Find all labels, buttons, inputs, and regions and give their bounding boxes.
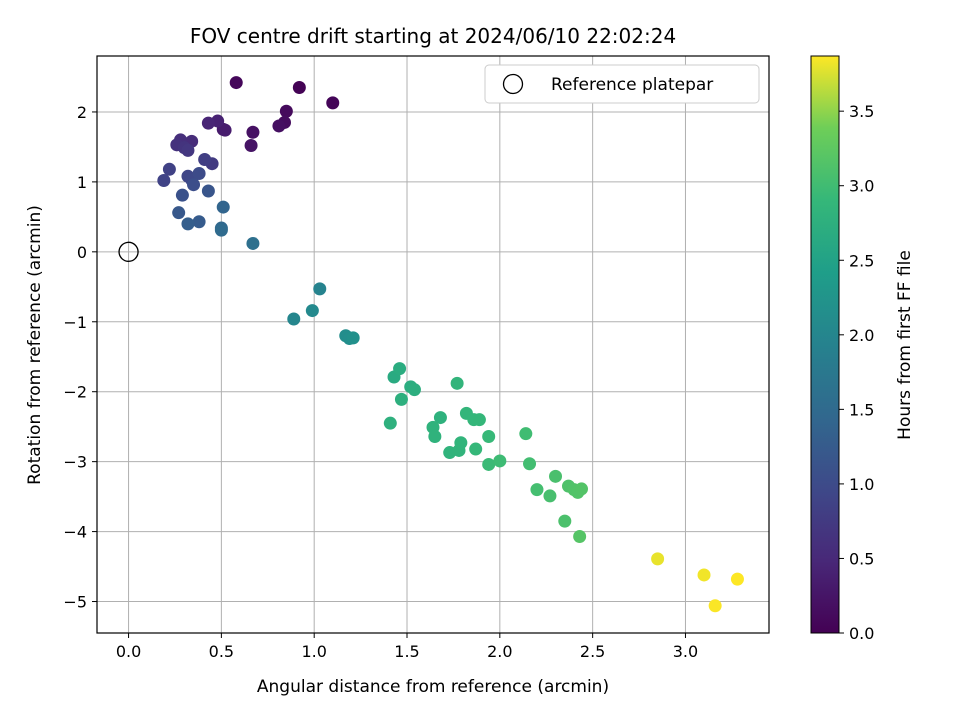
x-tick-label: 3.0	[673, 642, 698, 661]
data-point	[482, 457, 496, 471]
x-tick-label: 2.0	[487, 642, 512, 661]
data-point	[244, 139, 258, 153]
colorbar-label: Hours from first FF file	[895, 250, 915, 440]
data-point	[543, 489, 557, 503]
data-point	[201, 184, 215, 198]
y-tick-label: −3	[63, 453, 87, 472]
data-point	[730, 572, 744, 586]
chart-title: FOV centre drift starting at 2024/06/10 …	[190, 24, 676, 48]
x-tick-label: 1.5	[394, 642, 419, 661]
data-point	[175, 188, 189, 202]
data-point	[697, 568, 711, 582]
data-point	[162, 162, 176, 176]
data-point	[454, 436, 468, 450]
data-point	[313, 282, 327, 296]
data-point	[214, 223, 228, 237]
y-tick-label: −4	[63, 523, 87, 542]
data-point	[292, 80, 306, 94]
data-point	[575, 482, 589, 496]
colorbar-tick-label: 2.5	[849, 251, 874, 270]
data-point	[549, 469, 563, 483]
x-tick-label: 2.5	[580, 642, 605, 661]
y-tick-label: −1	[63, 313, 87, 332]
y-tick-label: 2	[77, 103, 87, 122]
data-point	[493, 454, 507, 468]
data-point	[708, 599, 722, 613]
data-point	[246, 236, 260, 250]
data-point	[326, 96, 340, 110]
data-point	[181, 217, 195, 231]
data-point	[305, 304, 319, 318]
colorbar-tick-label: 1.5	[849, 400, 874, 419]
data-point	[558, 514, 572, 528]
y-tick-label: −5	[63, 593, 87, 612]
colorbar-ticks: 0.0 0.5 1.0 1.5 2.0 2.5 3.0 3.5	[839, 102, 874, 643]
data-point	[519, 427, 533, 441]
data-point	[482, 429, 496, 443]
colorbar	[810, 55, 840, 634]
x-axis-label: Angular distance from reference (arcmin)	[257, 677, 609, 697]
data-point	[523, 457, 537, 471]
colorbar-tick-label: 0.0	[849, 624, 874, 643]
data-point	[393, 362, 407, 376]
plot-frame	[96, 55, 770, 634]
data-point	[573, 529, 587, 543]
data-point	[530, 483, 544, 497]
y-tick-label: 1	[77, 173, 87, 192]
x-axis-ticks: 0.0 0.5 1.0 1.5 2.0 2.5 3.0	[116, 633, 698, 661]
data-point	[187, 178, 201, 192]
colorbar-tick-label: 2.0	[849, 326, 874, 345]
data-point	[394, 392, 408, 406]
legend-reference-marker	[502, 73, 524, 95]
data-point	[279, 104, 293, 118]
legend: Reference platepar	[484, 64, 760, 104]
data-point	[246, 125, 260, 139]
data-point	[192, 166, 206, 180]
colorbar-tick-label: 0.5	[849, 549, 874, 568]
data-point	[383, 416, 397, 430]
data-point	[172, 206, 186, 220]
data-point	[157, 173, 171, 187]
data-point	[469, 442, 483, 456]
plot-area	[97, 56, 769, 633]
data-point	[198, 153, 212, 167]
legend-box	[484, 64, 760, 104]
x-tick-label: 0.0	[116, 642, 141, 661]
colorbar-tick-label: 1.0	[849, 475, 874, 494]
data-point	[218, 123, 232, 137]
data-point	[272, 119, 286, 133]
y-axis-label: Rotation from reference (arcmin)	[25, 205, 45, 485]
reference-marker-group	[118, 241, 139, 262]
data-point	[472, 413, 486, 427]
data-point	[407, 383, 421, 397]
y-tick-label: 0	[77, 243, 87, 262]
data-point	[433, 411, 447, 425]
reference-platepar-marker	[118, 241, 139, 262]
x-tick-label: 0.5	[209, 642, 234, 661]
data-point	[346, 331, 360, 345]
data-point	[428, 429, 442, 443]
data-point	[287, 312, 301, 326]
data-points	[157, 76, 744, 613]
data-point	[181, 143, 195, 157]
y-axis-ticks: 2 1 0 −1 −2 −3 −4 −5	[63, 103, 97, 612]
data-point	[450, 376, 464, 390]
data-point	[201, 116, 215, 130]
y-tick-label: −2	[63, 383, 87, 402]
colorbar-tick-label: 3.0	[849, 177, 874, 196]
x-tick-label: 1.0	[301, 642, 326, 661]
data-point	[192, 215, 206, 229]
data-point	[229, 76, 243, 90]
data-point	[216, 200, 230, 214]
colorbar-tick-label: 3.5	[849, 102, 874, 121]
data-point	[651, 552, 665, 566]
legend-entry-reference-platepar: Reference platepar	[551, 75, 713, 95]
grid-lines	[97, 56, 769, 633]
